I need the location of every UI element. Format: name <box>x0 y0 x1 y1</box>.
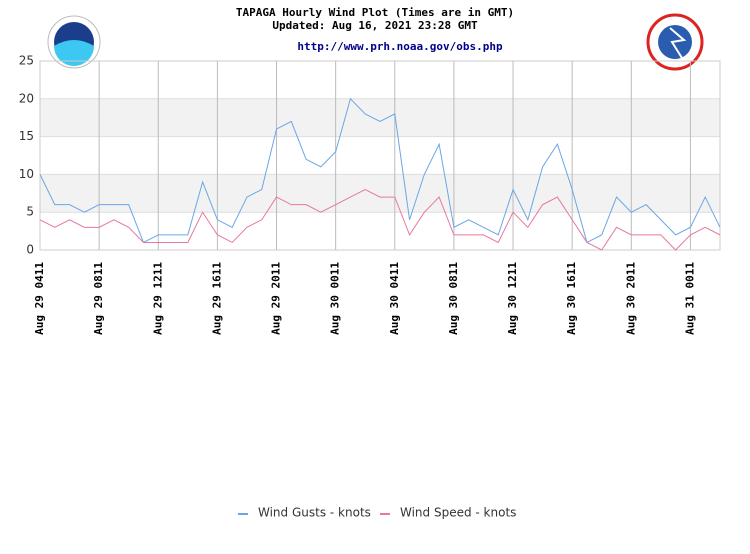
nws-logo <box>646 13 704 71</box>
y-tick-label: 25 <box>19 54 34 68</box>
x-tick-label: Aug 30 2011 <box>624 262 637 335</box>
x-tick-label: Aug 31 0011 <box>683 262 696 335</box>
x-tick-label: Aug 30 0811 <box>447 262 460 335</box>
x-tick-label: Aug 30 1211 <box>506 262 519 335</box>
y-tick-label: 10 <box>19 167 34 181</box>
y-tick-label: 15 <box>19 129 34 143</box>
legend-label: Wind Speed - knots <box>400 506 516 520</box>
chart-subtitle: Updated: Aug 16, 2021 23:28 GMT <box>272 19 478 32</box>
link[interactable]: http://www.prh.noaa.gov/obs.php <box>297 40 503 53</box>
line-series <box>39 188 721 251</box>
y-tick-label: 0 <box>26 243 34 257</box>
grid-band <box>40 174 720 213</box>
x-tick-label: Aug 29 0811 <box>92 262 105 335</box>
x-tick-label: Aug 30 0411 <box>388 262 401 335</box>
y-tick-label: 20 <box>19 91 34 105</box>
x-tick-label: Aug 29 1211 <box>151 262 164 335</box>
x-tick-label: Aug 29 1611 <box>210 262 223 335</box>
x-tick-label: Aug 29 2011 <box>270 262 283 335</box>
x-tick-label: Aug 30 1611 <box>565 262 578 335</box>
noaa-logo <box>47 15 101 69</box>
line-series <box>39 97 721 244</box>
y-tick-label: 5 <box>26 205 34 219</box>
x-tick-label: Aug 29 0411 <box>33 262 46 335</box>
chart-title: TAPAGA Hourly Wind Plot (Times are in GM… <box>236 6 514 19</box>
grid-band <box>40 98 720 137</box>
legend-label: Wind Gusts - knots <box>258 506 371 520</box>
plot-frame <box>39 60 721 251</box>
x-tick-label: Aug 30 0011 <box>329 262 342 335</box>
